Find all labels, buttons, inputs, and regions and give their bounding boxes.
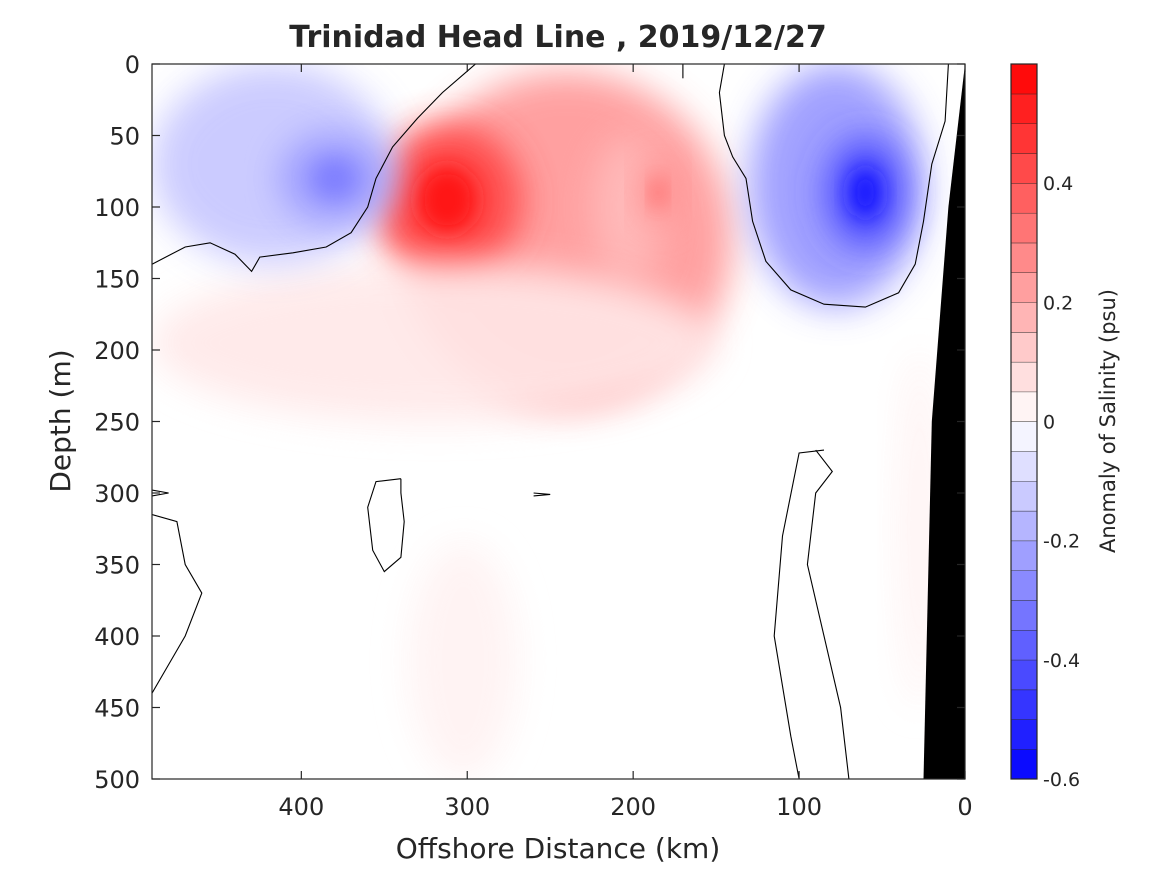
colorbar-tick-label: 0.4 xyxy=(1043,173,1073,195)
anomaly-peak-1 xyxy=(417,166,478,234)
x-axis: 400 300 200 100 0 xyxy=(278,64,973,821)
y-tick-label: 450 xyxy=(94,695,140,723)
colorbar-band xyxy=(1011,659,1037,690)
colorbar-frame xyxy=(1010,63,1038,780)
zero-contour-1 xyxy=(152,64,476,273)
anomaly-field xyxy=(152,64,965,779)
colorbar-band xyxy=(1011,749,1037,779)
colorbar-band xyxy=(1011,93,1037,124)
colorbar-tick-label: -0.2 xyxy=(1043,531,1080,553)
colorbar-band xyxy=(1011,123,1037,154)
colorbar-band xyxy=(1011,421,1037,452)
colorbar-band xyxy=(1011,481,1037,511)
x-tick-label: 300 xyxy=(444,793,490,821)
colorbar-band xyxy=(1011,451,1037,482)
anomaly-feature-6 xyxy=(409,543,518,779)
y-tick-label: 200 xyxy=(94,337,140,365)
land-mask xyxy=(923,64,965,779)
y-tick-label: 300 xyxy=(94,480,140,508)
colorbar-band xyxy=(1011,302,1037,333)
anomaly-peak-4 xyxy=(312,158,357,199)
anomaly-peak-5 xyxy=(849,168,882,218)
colorbar-band xyxy=(1011,630,1037,660)
y-tick-label: 250 xyxy=(94,409,140,437)
colorbar: 0.4 0.2 0 -0.2 -0.4 -0.6 xyxy=(1010,63,1080,791)
colorbar-band xyxy=(1011,510,1037,541)
colorbar-band xyxy=(1011,212,1037,243)
x-tick-label: 100 xyxy=(776,793,822,821)
anomaly-peak-2 xyxy=(651,178,665,207)
y-tick-label: 150 xyxy=(94,266,140,294)
colorbar-band xyxy=(1011,570,1037,601)
y-axis: 0 50 100 150 200 250 300 350 400 450 500 xyxy=(94,51,965,794)
x-tick-label: 0 xyxy=(957,793,972,821)
colorbar-band xyxy=(1011,689,1037,720)
colorbar-tick-label: 0.2 xyxy=(1043,292,1073,314)
colorbar-band xyxy=(1011,183,1037,213)
zero-contour-4 xyxy=(367,478,405,573)
y-tick-label: 350 xyxy=(94,552,140,580)
x-axis-label: Offshore Distance (km) xyxy=(396,832,721,865)
colorbar-label: Anomaly of Salinity (psu) xyxy=(1096,289,1120,553)
y-axis-label: Depth (m) xyxy=(44,349,77,492)
colorbar-band xyxy=(1011,332,1037,362)
colorbar-band xyxy=(1011,540,1037,571)
zero-contour-9 xyxy=(533,492,551,497)
chart-title: Trinidad Head Line , 2019/12/27 xyxy=(289,20,826,55)
y-tick-label: 400 xyxy=(94,623,140,651)
y-tick-label: 500 xyxy=(94,766,140,794)
x-tick-label: 200 xyxy=(610,793,656,821)
x-tick-label: 400 xyxy=(278,793,324,821)
colorbar-tick-label: -0.4 xyxy=(1043,650,1080,672)
colorbar-band xyxy=(1011,361,1037,392)
colorbar-band xyxy=(1011,600,1037,631)
colorbar-tick-label: 0 xyxy=(1043,412,1055,434)
colorbar-band xyxy=(1011,272,1037,303)
y-tick-label: 50 xyxy=(109,123,140,151)
zero-contours xyxy=(152,64,949,779)
colorbar-tick-label: -0.6 xyxy=(1043,769,1080,791)
anomaly-feature-3 xyxy=(152,264,717,422)
zero-contour-5 xyxy=(806,449,850,779)
zero-contour-7 xyxy=(152,513,203,694)
zero-contour-8 xyxy=(152,489,169,497)
zero-contour-6 xyxy=(773,449,825,779)
y-tick-label: 100 xyxy=(94,194,140,222)
colorbar-band xyxy=(1011,242,1037,273)
colorbar-band xyxy=(1011,719,1037,750)
colorbar-band xyxy=(1011,64,1037,94)
zero-contour-3 xyxy=(718,64,949,308)
colorbar-band xyxy=(1011,391,1037,422)
colorbar-band xyxy=(1011,153,1037,184)
y-tick-label: 0 xyxy=(125,51,140,79)
